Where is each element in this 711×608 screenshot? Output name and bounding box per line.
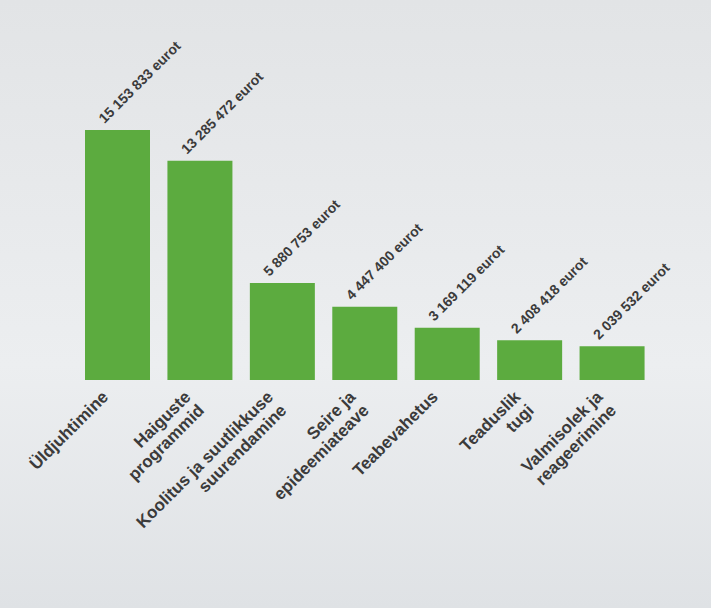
svg-text:Koolitus ja suutlikkusesuurend: Koolitus ja suutlikkusesuurendamine — [133, 387, 291, 545]
svg-text:4 447 400 eurot: 4 447 400 eurot — [343, 220, 426, 303]
svg-text:Üldjuhtimine: Üldjuhtimine — [26, 387, 112, 473]
svg-text:2 039 532 eurot: 2 039 532 eurot — [590, 259, 673, 342]
svg-text:2 408 418 eurot: 2 408 418 eurot — [507, 253, 590, 336]
svg-text:Seire jaepideemiateave: Seire jaepideemiateave — [256, 387, 373, 504]
svg-text:15 153 833 eurot: 15 153 833 eurot — [95, 38, 184, 127]
svg-text:Teabevahetus: Teabevahetus — [349, 387, 442, 480]
svg-text:3 169 119 eurot: 3 169 119 eurot — [425, 241, 508, 324]
svg-text:Valmisolek jareageerimine: Valmisolek jareageerimine — [518, 387, 621, 490]
svg-text:13 285 472 eurot: 13 285 472 eurot — [178, 68, 267, 157]
svg-text:5 880 753 eurot: 5 880 753 eurot — [260, 196, 343, 279]
